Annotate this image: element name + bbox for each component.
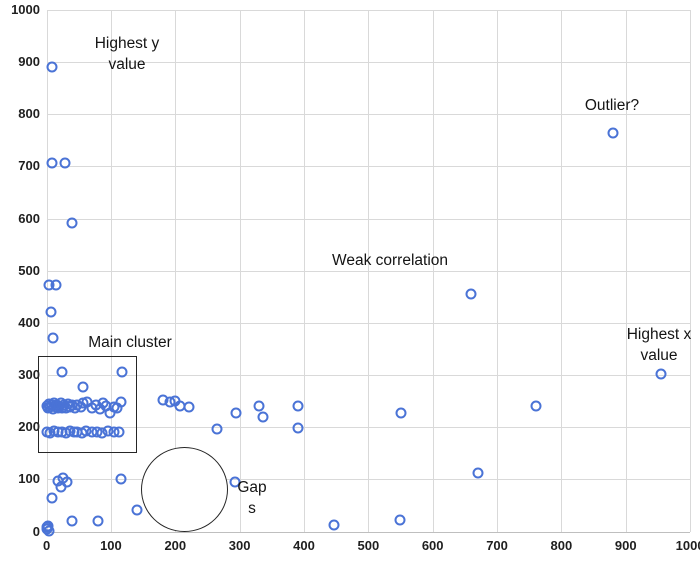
y-axis-tick-label: 1000 (11, 2, 40, 17)
scatter-point (530, 400, 542, 412)
scatter-point (113, 426, 125, 438)
gap-circle (141, 447, 228, 532)
scatter-point (253, 400, 265, 412)
horizontal-gridline (46, 62, 691, 64)
scatter-point (56, 366, 68, 378)
horizontal-gridline (46, 479, 691, 481)
scatter-point (211, 423, 223, 435)
annotation-highest-x: Highest x value (626, 326, 692, 365)
annotation-highest-y: Highest y value (94, 35, 160, 74)
annotation-main-cluster: Main cluster (88, 334, 172, 351)
scatter-point (115, 473, 127, 485)
scatter-point (46, 157, 58, 169)
horizontal-gridline (46, 427, 691, 429)
scatter-point (292, 400, 304, 412)
x-axis-tick-label: 300 (228, 538, 251, 553)
y-axis-tick-label: 300 (18, 367, 40, 383)
y-axis-tick-label: 200 (18, 419, 40, 435)
scatter-point (655, 368, 667, 380)
y-axis-tick-label: 900 (18, 54, 40, 70)
scatter-point (230, 407, 242, 419)
horizontal-gridline (46, 166, 691, 168)
scatter-point (47, 332, 59, 344)
y-axis-tick-label: 0 (32, 523, 40, 539)
scatter-point (131, 504, 143, 516)
scatter-point (61, 476, 73, 488)
scatter-point (116, 366, 128, 378)
y-axis-tick-label: 800 (18, 106, 40, 122)
x-axis-tick-label: 400 (293, 538, 315, 553)
scatter-point (50, 279, 62, 291)
annotation-gap: Gap s (237, 479, 267, 518)
scatter-point (183, 401, 195, 413)
x-axis-tick-label: 200 (164, 538, 187, 553)
scatter-point (59, 157, 71, 169)
scatter-point (292, 422, 304, 434)
scatter-point (66, 515, 78, 527)
horizontal-gridline (46, 218, 691, 220)
scatter-point (328, 519, 340, 531)
horizontal-gridline (46, 322, 691, 324)
annotation-outlier: Outlier? (584, 97, 640, 114)
x-axis-tick-label: 500 (357, 538, 380, 553)
scatter-point (607, 127, 619, 139)
scatter-point (41, 521, 53, 533)
scatter-point (46, 61, 58, 73)
y-axis-tick-label: 400 (18, 314, 40, 330)
vertical-gridline (690, 10, 692, 532)
x-axis-tick-label: 900 (614, 538, 637, 553)
x-axis-line (46, 531, 691, 533)
horizontal-gridline (46, 10, 691, 11)
x-axis-tick-label: 100 (100, 538, 122, 553)
scatter-point (257, 411, 269, 423)
horizontal-gridline (46, 270, 691, 272)
y-axis-tick-label: 600 (18, 210, 40, 226)
x-axis-tick-label: 1000 (675, 538, 700, 553)
scatter-point (229, 476, 241, 488)
y-axis-tick-label: 500 (18, 262, 40, 278)
x-axis-tick-label: 800 (550, 538, 573, 553)
scatter-point (45, 306, 57, 318)
horizontal-gridline (46, 114, 691, 116)
x-axis-tick-label: 600 (421, 538, 444, 553)
scatter-point (395, 407, 407, 419)
y-axis-tick-label: 100 (18, 471, 40, 487)
y-axis-tick-label: 700 (18, 158, 40, 174)
scatter-point (115, 396, 127, 408)
scatter-point (472, 467, 484, 479)
x-axis-tick-label: 700 (486, 538, 508, 553)
main-cluster-box (38, 356, 137, 453)
scatter-point (46, 492, 58, 504)
x-axis-tick-label: 0 (42, 538, 51, 553)
scatter-point (77, 381, 89, 393)
scatter-point (92, 515, 104, 527)
scatter-point (465, 288, 477, 300)
horizontal-gridline (46, 375, 691, 377)
annotation-weak-correlation: Weak correlation (331, 252, 448, 269)
scatter-point (394, 514, 406, 526)
scatter-point (66, 217, 78, 229)
